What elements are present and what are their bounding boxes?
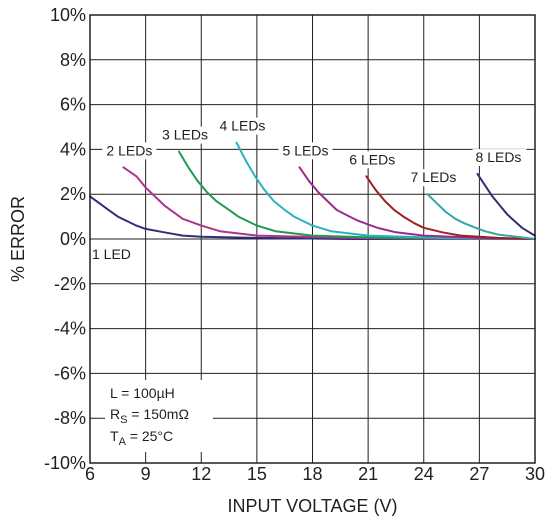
series-label: 6 LEDs [349,151,395,167]
series-line [178,150,536,240]
plot-frame [89,14,536,464]
test-conditions-background [105,380,213,452]
series-label-background [278,142,333,160]
y-tick-label: 4% [60,139,86,159]
sense-resistor-condition: RS = 150mΩ [110,406,189,426]
ambient-temperature-condition: TA = 25°C [110,428,173,448]
x-tick-label: 12 [191,464,211,484]
series-label-background [102,142,157,160]
x-axis-label: INPUT VOLTAGE (V) [227,496,397,516]
x-tick-label: 24 [414,464,434,484]
series-line [365,175,536,240]
series-label-background [406,169,461,187]
series-label-background [215,117,270,135]
x-tick-label: 18 [302,464,322,484]
series-label-background [89,246,135,263]
tick-labels: 6 9 12 15 18 21 24 27 30 10% 8% 6% 4% 2% 0% -2% -4% -6% -8… [44,5,545,484]
x-tick-label: 21 [358,464,378,484]
series-line [122,166,536,240]
series-label: 2 LEDs [106,142,152,158]
series-label: 1 LED [92,246,131,262]
series-label-background [158,126,212,144]
inductance-condition: L = 100µH [110,385,175,401]
series-line [89,195,536,240]
series-label: 7 LEDs [410,169,456,185]
y-tick-label: -6% [54,363,86,383]
x-tick-label: 6 [85,464,95,484]
series-label-background [345,151,400,169]
y-tick-label: 6% [60,95,86,115]
x-tick-label: 15 [247,464,267,484]
series-line [298,166,536,240]
series-label: 4 LEDs [220,118,266,134]
y-tick-label: 0% [60,229,86,249]
x-tick-label: 27 [469,464,489,484]
test-conditions-box: L = 100µH RS = 150mΩ TA = 25°C [105,380,213,452]
series-label-background [472,149,527,167]
series-label: 3 LEDs [162,127,208,143]
y-tick-label: -4% [54,319,86,339]
series-line [426,193,536,240]
series-label: 8 LEDs [476,149,522,165]
series-line [476,173,536,237]
y-tick-label: -8% [54,408,86,428]
series-lines: 1 LED 2 LEDs 3 LEDs 4 LEDs 5 LEDs 6 LEDs 7 LED… [89,117,536,263]
y-tick-label: 8% [60,50,86,70]
x-tick-label: 30 [525,464,545,484]
x-tick-label: 9 [141,464,151,484]
y-tick-label: -2% [54,274,86,294]
y-tick-label: 2% [60,184,86,204]
series-label: 5 LEDs [283,142,329,158]
y-axis-label: % ERROR [8,196,28,282]
y-tick-label: 10% [50,5,86,25]
series-line [235,141,536,240]
y-tick-label: -10% [44,453,86,473]
